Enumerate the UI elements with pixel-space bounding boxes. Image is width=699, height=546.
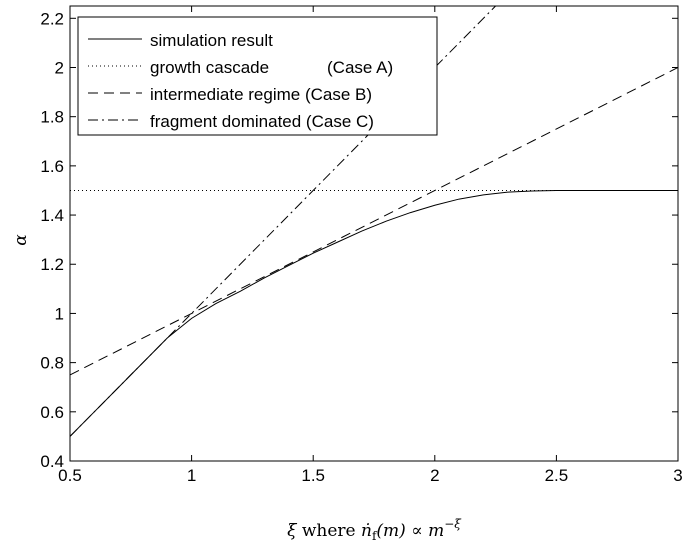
legend-label-intermediate: intermediate regime (Case B) [150,85,372,104]
legend-box [77,16,438,136]
x-tick-label: 3 [673,466,682,485]
y-tick-label: 2 [55,58,64,77]
legend-label-simulation: simulation result [150,31,273,50]
y-tick-label: 1.8 [40,108,64,127]
x-tick-label: 2 [430,466,439,485]
y-axis-label: α [11,234,31,246]
x-tick-label: 0.5 [58,466,82,485]
y-tick-label: 0.8 [40,354,64,373]
legend-label-growth: growth cascade [150,58,269,77]
y-tick-label: 2.2 [40,9,64,28]
plot-frame [69,5,679,462]
x-tick-label: 1 [187,466,196,485]
series-line-3 [69,67,679,376]
y-tick-label: 1 [55,304,64,323]
y-tick-label: 0.4 [40,452,64,471]
y-tick-label: 1.6 [40,157,64,176]
legend: simulation result growth cascade (Case A… [77,16,438,136]
x-tick-label: 1.5 [301,466,325,485]
ticks-layer: 0.5 1 1.5 2 2.5 3 0.4 0.6 0.8 1 1.2 1.4 1.6 1.8 2 2.2 [40,6,683,485]
legend-label-fragment: fragment dominated (Case C) [150,112,374,131]
x-tick-label: 2.5 [545,466,569,485]
y-tick-label: 1.2 [40,255,64,274]
y-tick-label: 1.4 [40,206,64,225]
x-axis-label: ξ where ṅf(m) ∝ m−ξ [287,517,462,543]
y-tick-label: 0.6 [40,403,64,422]
legend-label-growth-case: (Case A) [327,58,393,77]
series-line-1 [69,189,678,437]
